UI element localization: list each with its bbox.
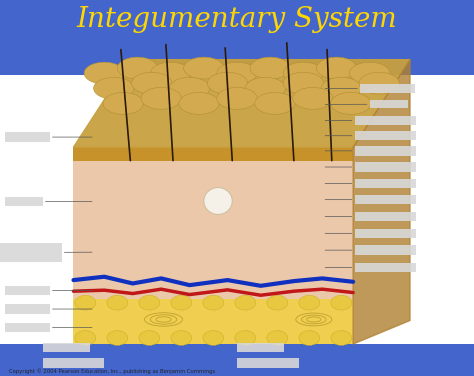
Circle shape <box>139 295 160 310</box>
Circle shape <box>75 295 96 310</box>
Ellipse shape <box>255 92 295 114</box>
Text: Copyright © 2004 Pearson Education, Inc., publishing as Benjamin Cummings: Copyright © 2004 Pearson Education, Inc.… <box>9 369 216 374</box>
Ellipse shape <box>217 88 257 109</box>
Ellipse shape <box>316 57 356 79</box>
Bar <box>355 246 416 255</box>
Ellipse shape <box>331 92 371 114</box>
Circle shape <box>235 295 256 310</box>
Circle shape <box>171 295 191 310</box>
Ellipse shape <box>179 92 219 114</box>
Ellipse shape <box>283 62 323 84</box>
Bar <box>355 131 416 141</box>
Ellipse shape <box>93 77 134 99</box>
Ellipse shape <box>217 62 257 84</box>
Circle shape <box>203 295 224 310</box>
Bar <box>73 161 353 299</box>
Bar <box>43 343 90 352</box>
Bar <box>0 243 62 262</box>
Bar <box>237 358 299 368</box>
Bar <box>355 195 416 205</box>
Bar <box>355 229 416 238</box>
Ellipse shape <box>246 77 285 99</box>
Bar <box>5 304 50 314</box>
Circle shape <box>267 331 288 346</box>
Polygon shape <box>73 60 410 147</box>
Ellipse shape <box>207 72 247 94</box>
Bar <box>355 116 416 125</box>
Bar <box>370 100 408 108</box>
Circle shape <box>235 331 256 346</box>
Ellipse shape <box>84 62 124 84</box>
Ellipse shape <box>204 188 232 214</box>
Circle shape <box>267 295 288 310</box>
Ellipse shape <box>250 57 290 79</box>
Bar <box>355 263 416 272</box>
Circle shape <box>107 295 128 310</box>
Bar <box>5 132 50 142</box>
Ellipse shape <box>150 62 191 84</box>
Ellipse shape <box>117 57 157 79</box>
Bar <box>237 343 284 352</box>
Bar <box>355 212 416 221</box>
Circle shape <box>331 295 352 310</box>
Bar <box>73 299 353 344</box>
Ellipse shape <box>293 88 333 109</box>
Ellipse shape <box>141 88 182 109</box>
Circle shape <box>171 331 191 346</box>
Ellipse shape <box>283 72 323 94</box>
Bar <box>5 323 50 332</box>
Bar <box>355 146 416 156</box>
Ellipse shape <box>321 77 361 99</box>
Circle shape <box>139 331 160 346</box>
Text: Integumentary System: Integumentary System <box>77 6 397 33</box>
Circle shape <box>299 331 319 346</box>
Bar <box>73 147 353 161</box>
Ellipse shape <box>359 72 399 94</box>
Polygon shape <box>353 60 410 344</box>
Bar <box>0 75 474 344</box>
Bar <box>43 358 104 368</box>
Ellipse shape <box>131 72 172 94</box>
Circle shape <box>75 331 96 346</box>
Circle shape <box>331 331 352 346</box>
Ellipse shape <box>350 62 390 84</box>
Bar <box>355 162 416 172</box>
Bar <box>5 286 50 295</box>
Bar <box>355 179 416 188</box>
Ellipse shape <box>170 77 210 99</box>
Ellipse shape <box>103 92 143 114</box>
Ellipse shape <box>183 57 224 79</box>
Bar <box>5 197 43 206</box>
Circle shape <box>203 331 224 346</box>
Bar <box>360 84 415 93</box>
Circle shape <box>107 331 128 346</box>
Circle shape <box>299 295 319 310</box>
